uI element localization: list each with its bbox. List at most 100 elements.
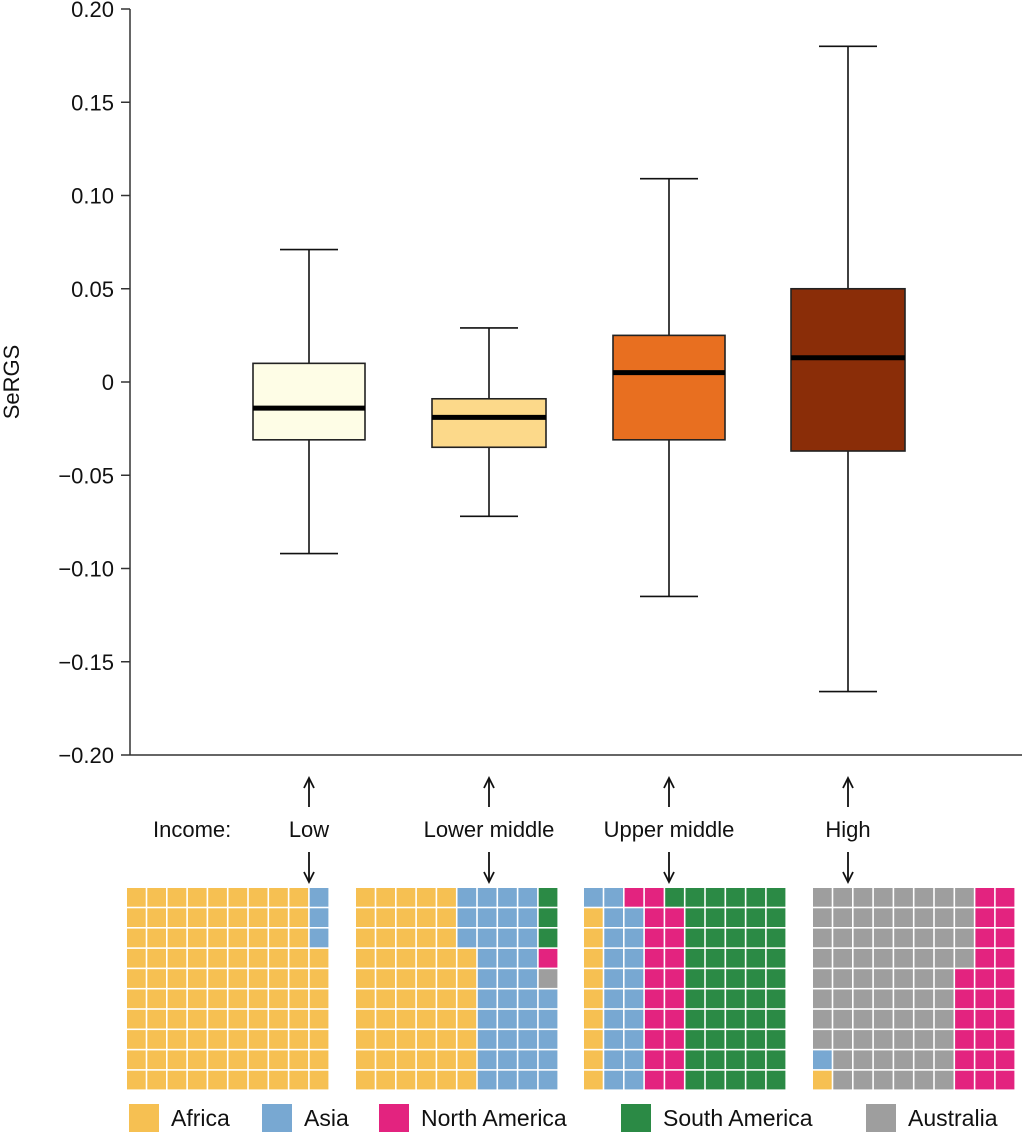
waffle-cell: [975, 1070, 995, 1090]
waffle-cell: [376, 1009, 395, 1029]
waffle-cell: [437, 969, 456, 988]
waffle-cell: [147, 1050, 166, 1070]
waffle-cell: [766, 1009, 786, 1029]
waffle-cell: [457, 1009, 477, 1029]
waffle-cell: [127, 969, 146, 988]
axes: 0.20 0.15 0.10 0.05 0 −0.05 −0.10 −0.15 −0.20 SeR…: [0, 0, 1022, 768]
waffle-cell: [248, 928, 268, 948]
waffle-cell: [705, 948, 725, 968]
waffle-cell: [914, 928, 934, 948]
waffle-cell: [187, 888, 207, 907]
waffle-cell: [975, 969, 995, 988]
waffle-cell: [208, 1030, 227, 1049]
waffle-cell: [228, 948, 248, 968]
waffle-cell: [813, 969, 832, 988]
waffle-cell: [269, 1070, 288, 1090]
waffle-cell: [416, 1050, 436, 1070]
legend-swatch-australia: [866, 1104, 896, 1132]
waffle-cell: [416, 1070, 436, 1090]
waffle-cell: [685, 1030, 705, 1049]
waffle-cell: [228, 989, 248, 1009]
waffle-cell: [498, 1009, 517, 1029]
waffle-cell: [853, 1050, 873, 1070]
waffle-cell: [167, 969, 187, 988]
waffle-cell: [269, 928, 288, 948]
waffle-cell: [187, 928, 207, 948]
waffle-cell: [127, 908, 146, 927]
waffle-cell: [604, 1070, 623, 1090]
waffle-cell: [416, 948, 436, 968]
waffle-cell: [538, 989, 558, 1009]
waffle-cell: [437, 1030, 456, 1049]
waffle-cell: [894, 888, 913, 907]
waffle-cell: [396, 928, 416, 948]
waffle-cell: [147, 1070, 166, 1090]
waffle-cell: [518, 1050, 538, 1070]
waffle-cell: [167, 888, 187, 907]
waffle-cell: [437, 928, 456, 948]
waffle-cell: [894, 928, 913, 948]
waffle-cell: [269, 1009, 288, 1029]
waffle-cell: [356, 1050, 375, 1070]
waffle-cell: [518, 969, 538, 988]
waffle-cell: [813, 989, 832, 1009]
waffle-cell: [995, 989, 1015, 1009]
waffle-cell: [853, 908, 873, 927]
waffle-cell: [248, 1030, 268, 1049]
waffle-cell: [584, 1030, 603, 1049]
waffle-cell: [167, 928, 187, 948]
waffle-cell: [914, 948, 934, 968]
waffle-cell: [518, 1030, 538, 1049]
waffle-cell: [457, 1050, 477, 1070]
waffle-cell: [187, 1009, 207, 1029]
waffle-cell: [685, 969, 705, 988]
waffle-cell: [167, 1070, 187, 1090]
waffle-cell: [396, 888, 416, 907]
waffle-cell: [833, 1009, 852, 1029]
waffle-cell: [746, 928, 766, 948]
waffle-cell: [376, 888, 395, 907]
waffle-cell: [147, 1009, 166, 1029]
waffle-cell: [766, 969, 786, 988]
down-arrow-head: [483, 871, 495, 885]
waffle-cell: [309, 928, 329, 948]
waffle-cell: [624, 1070, 644, 1090]
waffle-cell: [873, 908, 893, 927]
waffle-cell: [147, 989, 166, 1009]
waffle-cell: [208, 908, 227, 927]
waffle-cell: [248, 1009, 268, 1029]
waffle-cell: [437, 948, 456, 968]
waffle-cell: [309, 1070, 329, 1090]
waffle-cell: [665, 1009, 684, 1029]
waffle-cell: [766, 1050, 786, 1070]
waffle-cell: [665, 1030, 684, 1049]
waffle-cell: [289, 1009, 309, 1029]
waffle-cell: [127, 1030, 146, 1049]
y-tick-label: −0.10: [58, 557, 114, 582]
waffle-cell: [289, 928, 309, 948]
waffle-cell: [477, 908, 497, 927]
waffle-cell: [309, 1030, 329, 1049]
waffle-cell: [995, 1009, 1015, 1029]
y-tick-label: 0.20: [71, 0, 114, 22]
waffle-cell: [813, 1070, 832, 1090]
waffle-cell: [356, 948, 375, 968]
boxplots: [252, 45, 906, 693]
waffle-cell: [644, 1009, 664, 1029]
waffle-cell: [498, 989, 517, 1009]
waffle-cell: [853, 969, 873, 988]
box-upper-middle: [612, 334, 726, 441]
waffle-cell: [995, 908, 1015, 927]
waffle-cell: [766, 888, 786, 907]
waffle-cell: [269, 1050, 288, 1070]
waffle-cell: [477, 1009, 497, 1029]
waffle-cell: [376, 928, 395, 948]
waffle-cell: [665, 908, 684, 927]
legend-label: Africa: [171, 1105, 230, 1131]
waffle-cell: [873, 928, 893, 948]
waffle-cell: [228, 1030, 248, 1049]
waffle-cell: [685, 928, 705, 948]
waffle-cell: [813, 948, 832, 968]
waffle-cell: [538, 928, 558, 948]
waffle-cell: [228, 928, 248, 948]
